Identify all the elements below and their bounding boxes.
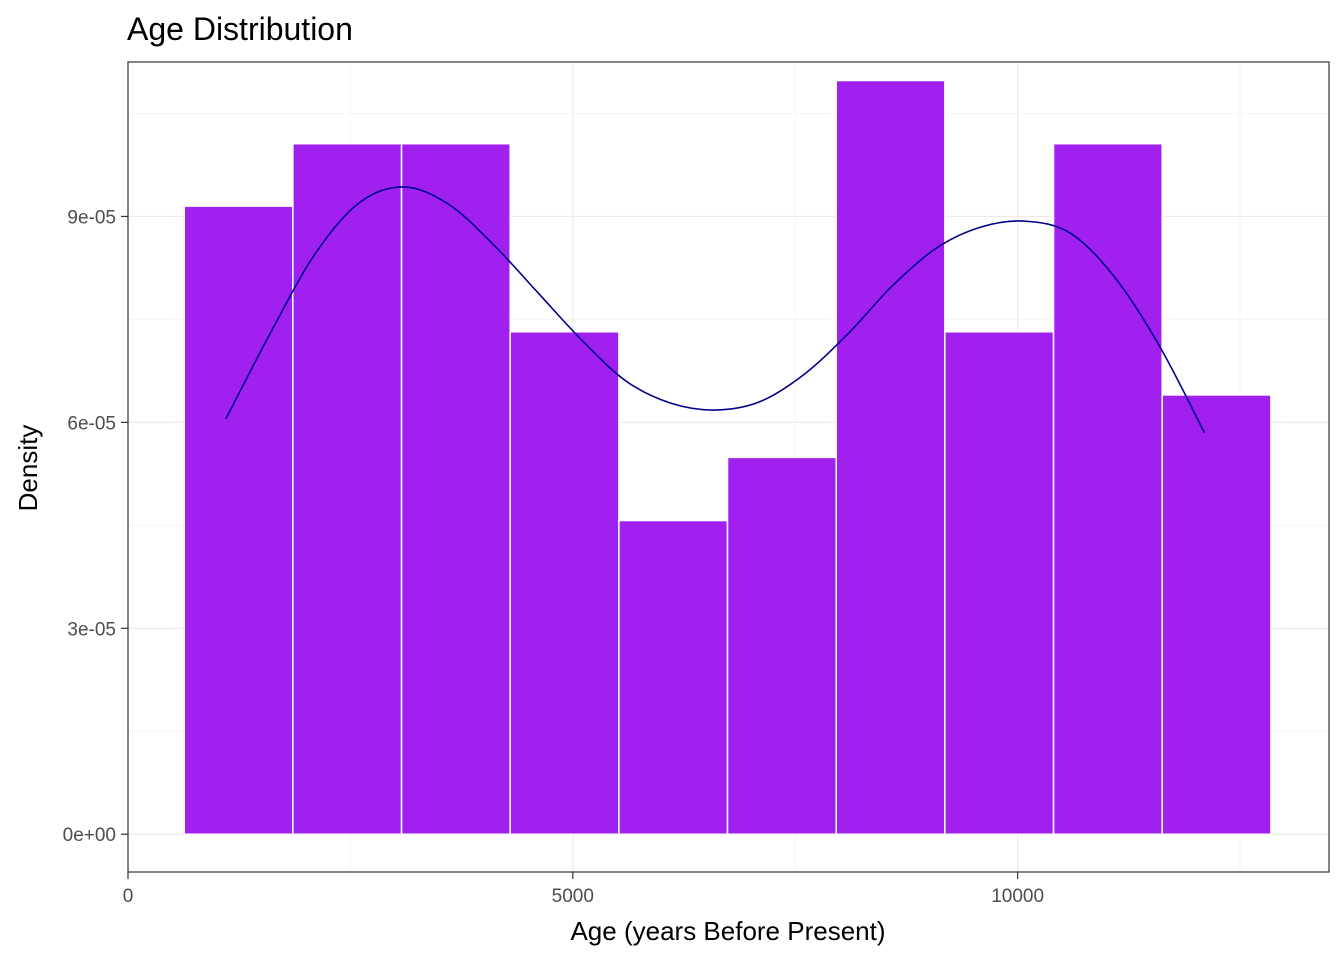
histogram-bar — [292, 142, 403, 835]
histogram-bar — [509, 331, 620, 835]
panel-border — [127, 61, 1330, 873]
y-tick-label: 0e+00 — [63, 825, 116, 846]
histogram-bar — [835, 79, 946, 835]
x-tick-label: 0 — [123, 886, 134, 907]
y-tick-label: 3e-05 — [67, 619, 116, 640]
histogram-bars — [183, 79, 1272, 835]
x-tick-label: 5000 — [552, 886, 594, 907]
chart-title: Age Distribution — [127, 11, 353, 47]
histogram-bar — [400, 142, 511, 835]
histogram-bar — [1052, 142, 1163, 835]
y-axis-title: Density — [13, 425, 43, 512]
x-axis: 0 5000 10000 — [123, 872, 1044, 907]
y-tick-label: 9e-05 — [67, 207, 116, 228]
x-axis-title: Age (years Before Present) — [570, 916, 885, 946]
density-curve — [225, 186, 1206, 434]
histogram-bar — [726, 456, 837, 835]
y-axis: 0e+00 3e-05 6e-05 9e-05 — [63, 207, 128, 846]
histogram-bar — [1161, 394, 1272, 835]
histogram-bar — [944, 331, 1055, 835]
y-tick-label: 6e-05 — [67, 413, 116, 434]
x-tick-label: 10000 — [991, 886, 1044, 907]
histogram-bar — [183, 205, 294, 835]
histogram-bar — [618, 519, 729, 835]
